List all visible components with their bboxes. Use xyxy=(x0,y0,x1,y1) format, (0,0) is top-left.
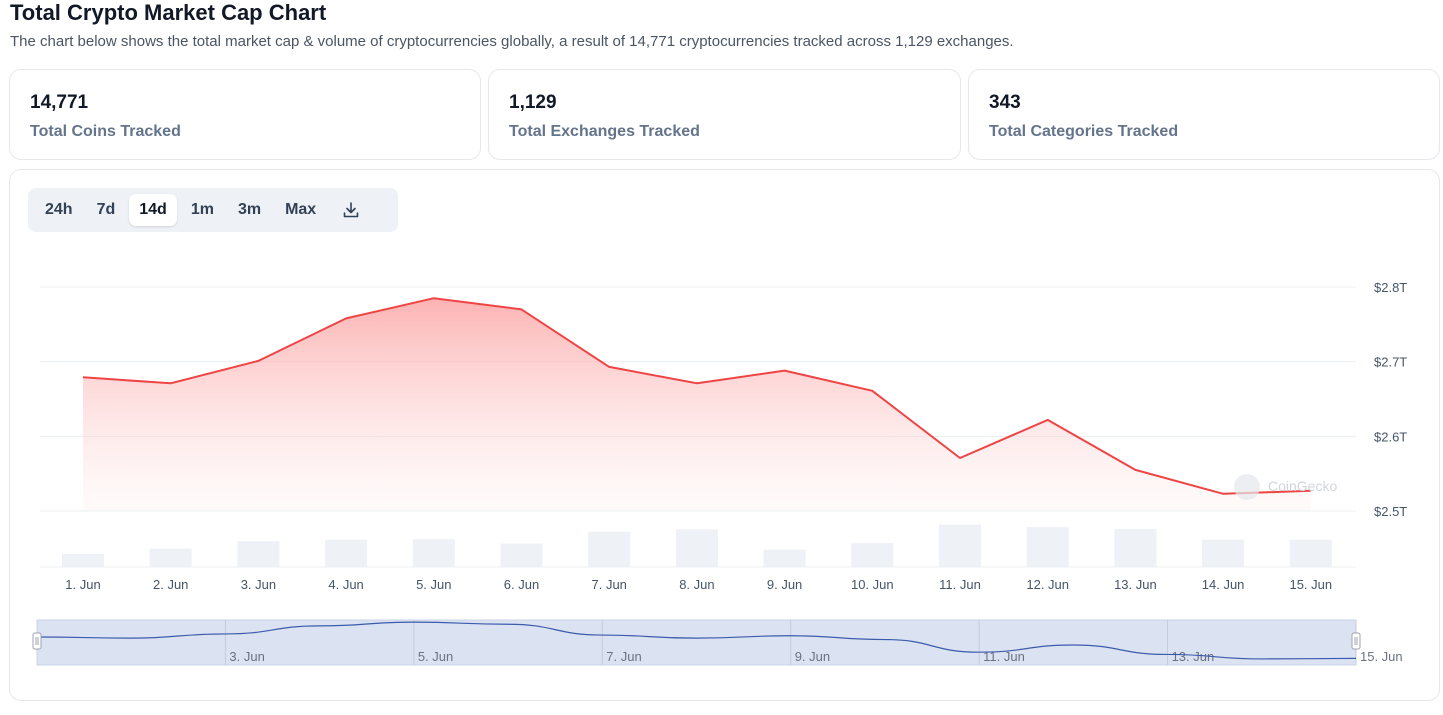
volume-bar xyxy=(1202,539,1245,567)
volume-bar xyxy=(1289,539,1332,567)
stat-value-categories: 343 xyxy=(989,92,1021,113)
watermark-text: CoinGecko xyxy=(1268,478,1337,494)
stat-card-exchanges: 1,129 Total Exchanges Tracked xyxy=(488,69,961,160)
stat-value-coins: 14,771 xyxy=(30,92,89,113)
x-tick-label: 6. Jun xyxy=(504,577,539,592)
stat-label-exchanges: Total Exchanges Tracked xyxy=(509,123,700,140)
volume-bar xyxy=(851,543,894,567)
coingecko-logo-icon xyxy=(1234,474,1260,500)
x-tick-label: 5. Jun xyxy=(416,577,451,592)
download-button[interactable] xyxy=(334,194,368,226)
market-cap-area-fill xyxy=(83,298,1311,511)
navigator-tick-label: 11. Jun xyxy=(983,649,1025,664)
stat-label-categories: Total Categories Tracked xyxy=(989,123,1179,140)
y-tick-label: $2.8T xyxy=(1374,280,1407,295)
y-axis-labels: $2.5T $2.6T $2.7T $2.8T xyxy=(1374,280,1407,519)
range-1m-button[interactable]: 1m xyxy=(181,194,224,226)
range-14d-button[interactable]: 14d xyxy=(129,194,177,226)
range-selector: 24h 7d 14d 1m 3m Max xyxy=(28,188,398,232)
stat-card-categories: 343 Total Categories Tracked xyxy=(968,69,1440,160)
y-tick-label: $2.7T xyxy=(1374,355,1407,370)
x-tick-label: 7. Jun xyxy=(591,577,626,592)
page-title: Total Crypto Market Cap Chart xyxy=(10,0,327,25)
market-cap-line xyxy=(82,297,1311,495)
volume-bar xyxy=(412,539,455,567)
x-axis-labels: 1. Jun 2. Jun 3. Jun 4. Jun 5. Jun 6. Jun 7. J… xyxy=(65,577,1332,592)
range-24h-button[interactable]: 24h xyxy=(35,194,83,226)
volume-bar xyxy=(1114,528,1157,567)
market-cap-series-line xyxy=(82,297,1311,495)
x-tick-label: 9. Jun xyxy=(767,577,802,592)
volume-bar xyxy=(588,531,631,567)
navigator-right-handle[interactable] xyxy=(1351,632,1361,650)
range-7d-button[interactable]: 7d xyxy=(87,194,126,226)
volume-bar xyxy=(763,549,806,567)
navigator-series-line xyxy=(36,621,1357,660)
x-tick-label: 8. Jun xyxy=(679,577,714,592)
navigator-tick-label: 15. Jun xyxy=(1360,649,1403,664)
navigator-tick-label: 9. Jun xyxy=(795,649,830,664)
navigator-tick-label: 3. Jun xyxy=(229,649,264,664)
stat-value-exchanges: 1,129 xyxy=(509,92,557,113)
stat-label-coins: Total Coins Tracked xyxy=(30,123,181,140)
range-navigator[interactable]: 3. Jun 5. Jun 7. Jun 9. Jun 11. Jun 13. Jun 15… xyxy=(32,619,1403,666)
volume-bar xyxy=(939,524,981,567)
x-tick-label: 14. Jun xyxy=(1202,577,1245,592)
x-tick-label: 2. Jun xyxy=(153,577,188,592)
volume-bar xyxy=(149,548,192,567)
market-cap-area xyxy=(83,298,1311,511)
volume-bar xyxy=(325,539,368,567)
navigator-left-handle[interactable] xyxy=(32,632,42,650)
coingecko-watermark: CoinGecko xyxy=(1234,474,1337,500)
y-tick-label: $2.6T xyxy=(1374,429,1407,444)
navigator-selected-range xyxy=(36,619,1357,666)
volume-bars xyxy=(62,524,1332,567)
volume-bar xyxy=(62,553,104,567)
page-subtitle: The chart below shows the total market c… xyxy=(10,33,1014,50)
x-tick-label: 15. Jun xyxy=(1289,577,1332,592)
range-max-button[interactable]: Max xyxy=(275,194,326,226)
x-tick-label: 12. Jun xyxy=(1026,577,1069,592)
y-tick-label: $2.5T xyxy=(1374,504,1407,519)
x-tick-label: 4. Jun xyxy=(328,577,363,592)
range-3m-button[interactable]: 3m xyxy=(228,194,271,226)
x-tick-label: 10. Jun xyxy=(851,577,894,592)
volume-bar xyxy=(500,543,543,567)
x-tick-label: 13. Jun xyxy=(1114,577,1157,592)
stat-card-coins: 14,771 Total Coins Tracked xyxy=(9,69,481,160)
volume-bar xyxy=(237,541,280,567)
volume-bar xyxy=(1026,527,1069,567)
navigator-tick-label: 13. Jun xyxy=(1172,649,1215,664)
volume-bar xyxy=(675,529,718,567)
navigator-tick-label: 5. Jun xyxy=(418,649,453,664)
x-tick-label: 11. Jun xyxy=(939,577,981,592)
x-tick-label: 3. Jun xyxy=(241,577,276,592)
download-icon xyxy=(343,202,359,218)
x-tick-label: 1. Jun xyxy=(65,577,100,592)
navigator-tick-label: 7. Jun xyxy=(606,649,641,664)
